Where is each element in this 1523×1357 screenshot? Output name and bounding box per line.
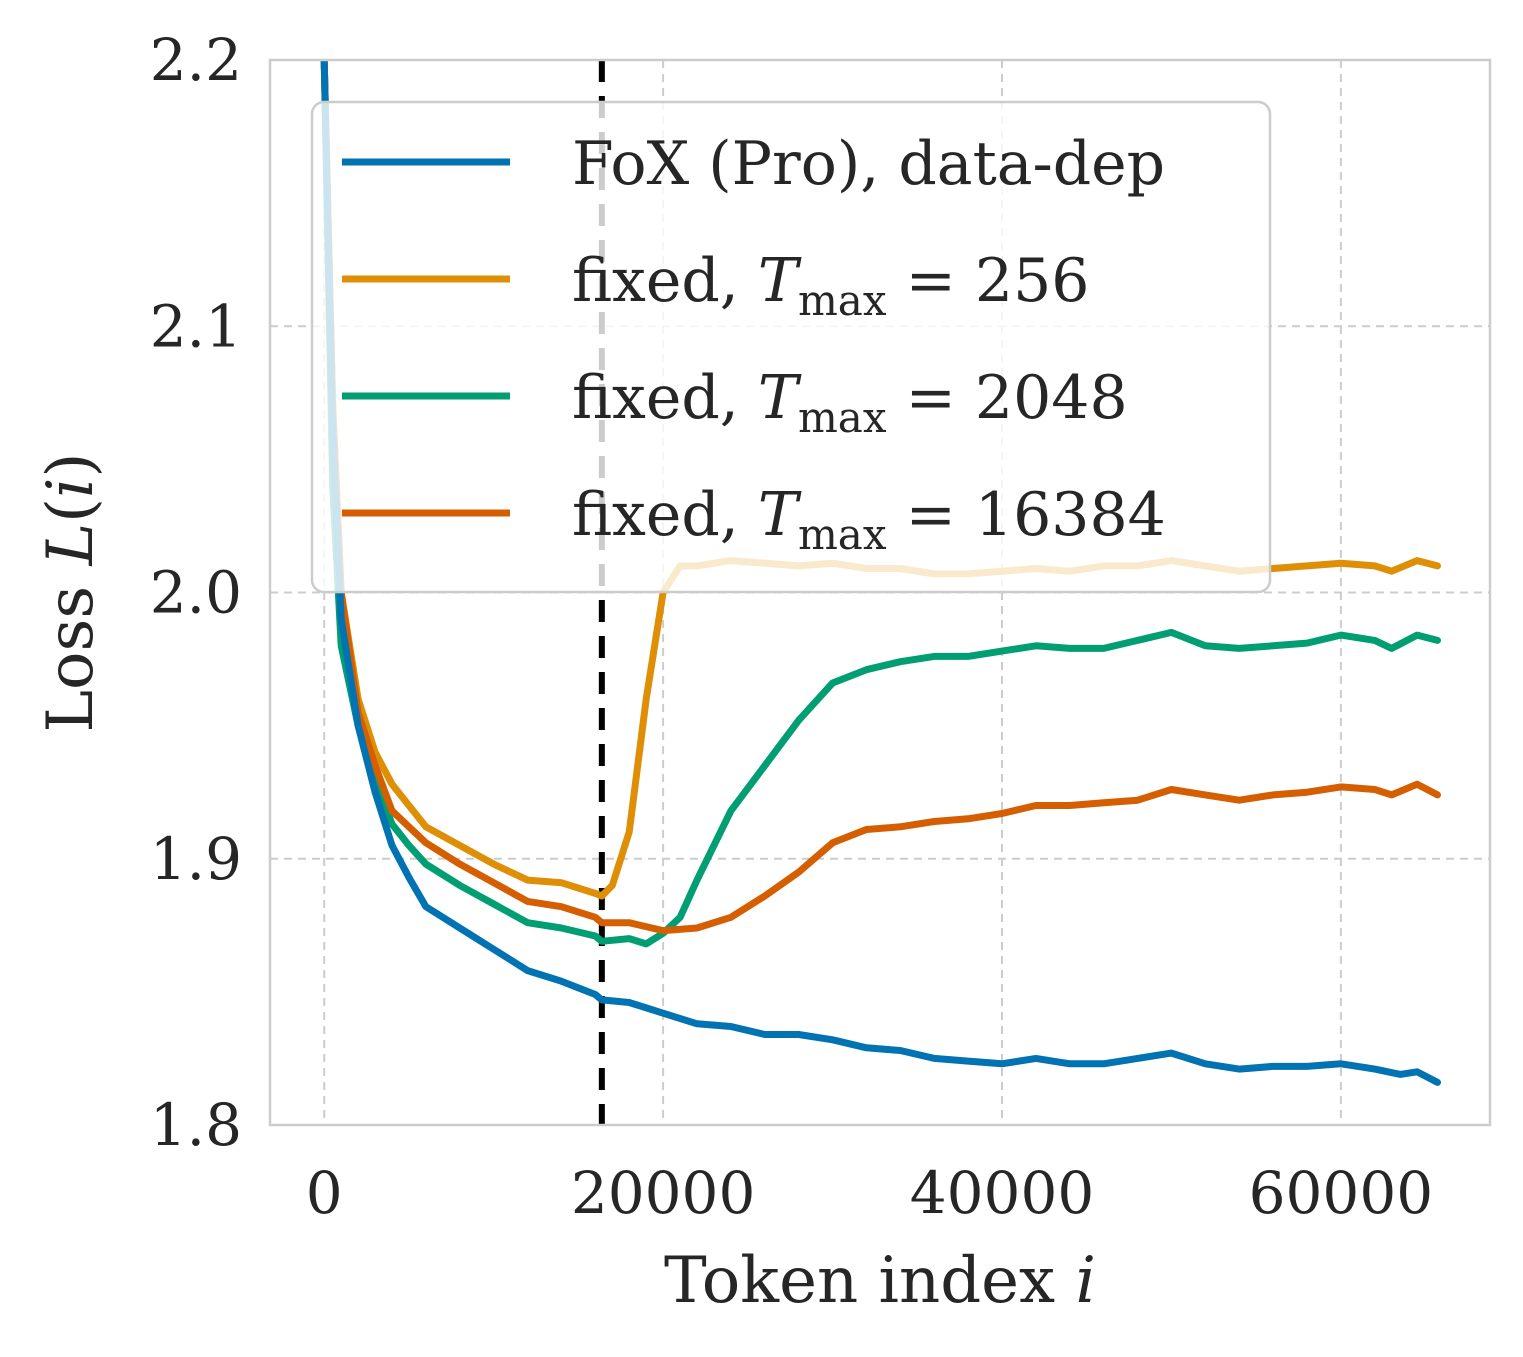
y-axis-label: Loss L(i) xyxy=(34,453,108,733)
legend-label-16384-value: = 16384 xyxy=(887,480,1166,550)
x-tick-label: 0 xyxy=(306,1159,343,1227)
legend-label-fox-text: FoX (Pro), data-dep xyxy=(572,129,1165,199)
legend-label-256-value: = 256 xyxy=(887,246,1090,316)
legend-label-fox: FoX (Pro), data-dep xyxy=(572,129,1165,199)
x-tick-label: 40000 xyxy=(910,1159,1095,1227)
tick-labels: 0 20000 40000 60000 1.8 1.9 2.0 2.1 2.2 xyxy=(150,26,1433,1227)
y-axis-label-var: L xyxy=(34,523,108,567)
x-axis-label-var: i xyxy=(1075,1244,1095,1318)
y-tick-label: 1.8 xyxy=(150,1091,242,1159)
legend-label-tmax-16384: fixed, Tmax = 16384 xyxy=(572,480,1166,559)
y-axis-label-paren-close: ) xyxy=(34,453,108,478)
legend-label-16384-sub: max xyxy=(798,510,887,559)
y-axis-label-index: i xyxy=(34,477,108,497)
plot-frame xyxy=(268,58,1492,1127)
series-tmax-2048-line xyxy=(320,60,1441,948)
series-tmax-16384-line xyxy=(320,60,1441,935)
legend-label-16384-prefix: fixed, xyxy=(572,480,758,550)
x-axis-label: Token index i xyxy=(664,1244,1096,1318)
legend-label-256-sub: max xyxy=(798,276,887,325)
legend-label-16384-var: T xyxy=(758,480,802,550)
legend-label-2048-sub: max xyxy=(798,393,887,442)
x-tick-label: 60000 xyxy=(1249,1159,1434,1227)
x-axis-label-text: Token index xyxy=(664,1244,1075,1318)
y-tick-label: 2.0 xyxy=(150,559,242,627)
legend-label-256-prefix: fixed, xyxy=(572,246,758,316)
legend-label-tmax-2048: fixed, Tmax = 2048 xyxy=(572,363,1128,442)
legend-label-2048-prefix: fixed, xyxy=(572,363,758,433)
legend-label-256-var: T xyxy=(758,246,802,316)
y-tick-label: 1.9 xyxy=(150,825,242,893)
x-tick-label: 20000 xyxy=(571,1159,756,1227)
legend-label-2048-value: = 2048 xyxy=(887,363,1128,433)
series-fox-line xyxy=(320,60,1441,1086)
legend-label-tmax-256: fixed, Tmax = 256 xyxy=(572,246,1089,325)
legend: FoX (Pro), data-dep fixed, Tmax = 256 fi… xyxy=(310,100,1272,594)
y-axis-label-paren-open: ( xyxy=(34,498,108,523)
legend-box xyxy=(310,100,1272,594)
legend-label-2048-var: T xyxy=(758,363,802,433)
y-axis-label-text: Loss xyxy=(34,565,108,732)
y-tick-label: 2.2 xyxy=(150,26,242,94)
y-tick-label: 2.1 xyxy=(150,292,242,360)
